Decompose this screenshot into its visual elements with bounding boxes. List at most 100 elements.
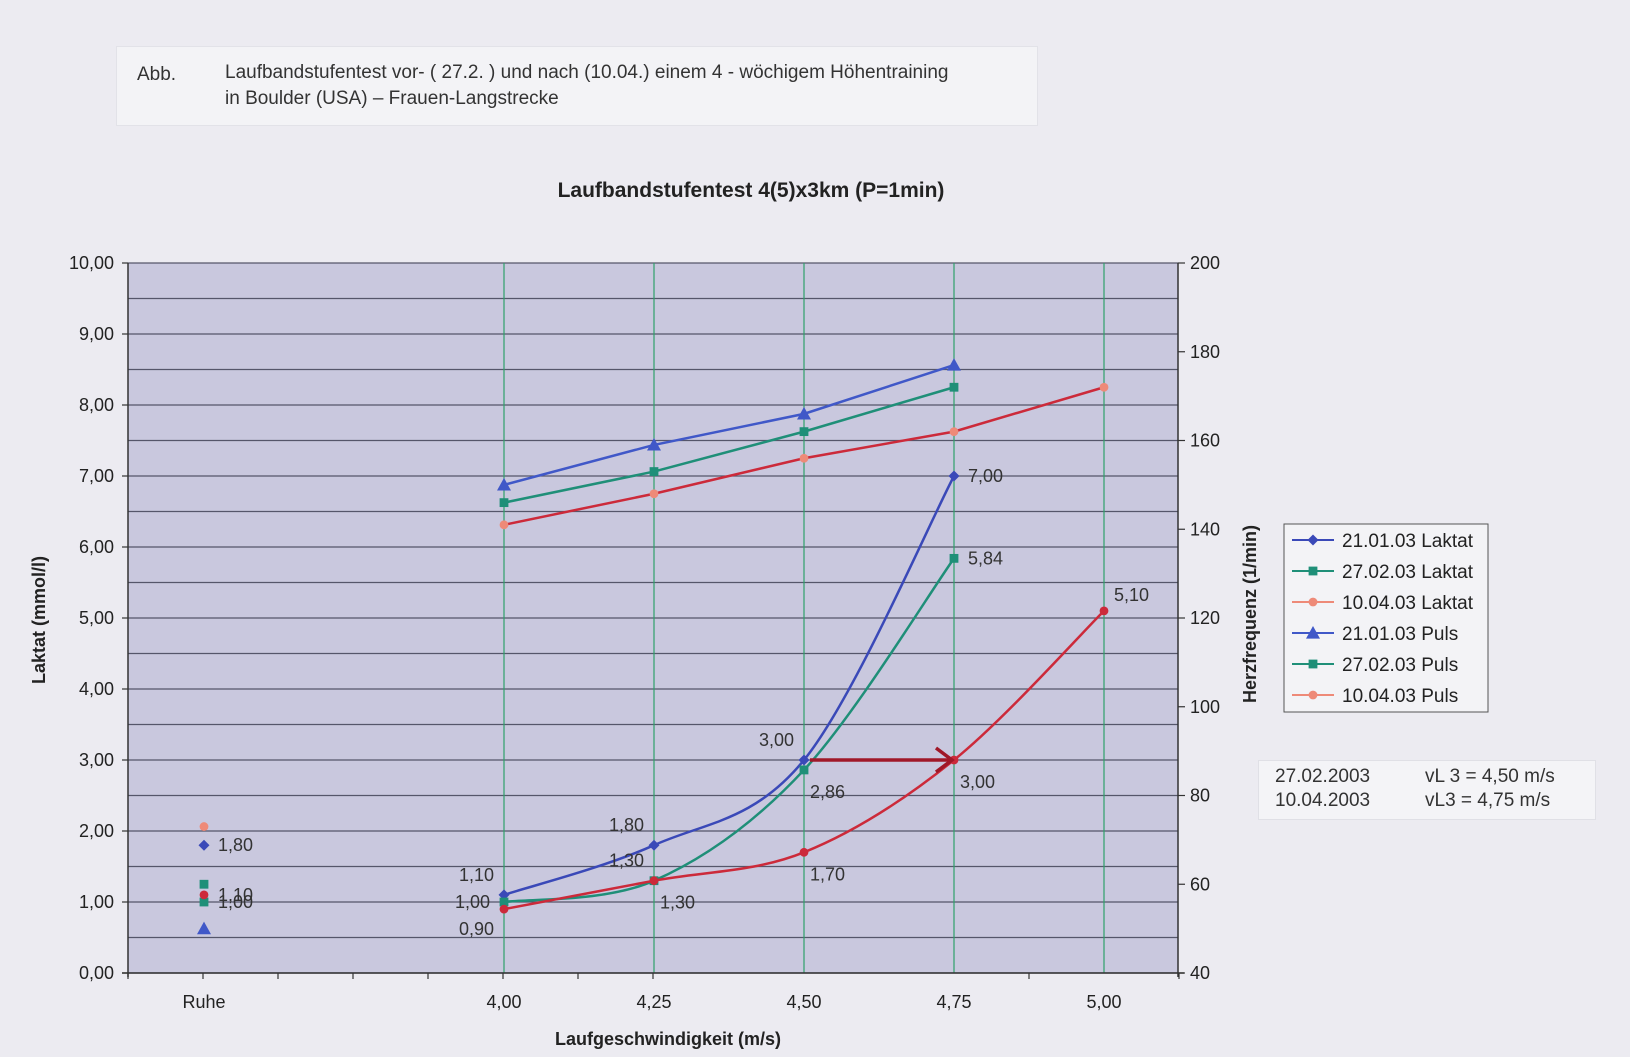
x-tick-label: 4,25 <box>636 992 671 1012</box>
data-point <box>499 904 509 914</box>
data-point <box>647 437 661 451</box>
y2-tick-label: 200 <box>1190 253 1220 273</box>
series-line <box>503 557 956 904</box>
y-tick-label: 0,00 <box>79 963 114 983</box>
y2-tick-label: 180 <box>1190 342 1220 362</box>
chart-title: Laufbandstufentest 4(5)x3km (P=1min) <box>558 179 945 202</box>
info-row: 27.02.2003 vL 3 = 4,50 m/s <box>1275 766 1555 788</box>
y-tick-label: 10,00 <box>69 253 114 273</box>
data-point <box>1099 382 1109 392</box>
y-tick-label: 6,00 <box>79 537 114 557</box>
info-date: 10.04.2003 <box>1275 790 1371 811</box>
legend-swatch-marker <box>1306 626 1320 639</box>
legend-swatch-marker <box>1307 534 1319 546</box>
data-point <box>949 427 959 437</box>
legend: 21.01.03 Laktat 27.02.03 Laktat 10.04.03 L… <box>1283 523 1489 713</box>
data-point <box>797 406 811 420</box>
data-label: 1,10 <box>218 885 253 905</box>
y2-tick-label: 140 <box>1190 519 1220 539</box>
legend-entry: 21.01.03 Laktat <box>1342 531 1474 552</box>
y2-tick-label: 100 <box>1190 697 1220 717</box>
data-point <box>199 822 209 831</box>
series-layer <box>197 358 1109 935</box>
y-tick-label: 9,00 <box>79 324 114 344</box>
y-tick-label: 7,00 <box>79 466 114 486</box>
legend-entry: 21.01.03 Puls <box>1342 624 1458 645</box>
legend-swatch-marker <box>1308 597 1318 607</box>
legend-swatch-marker <box>1308 690 1318 700</box>
legend-box <box>1283 523 1489 713</box>
data-label: 3,00 <box>759 730 794 750</box>
data-point <box>949 382 959 392</box>
series-line <box>503 475 956 897</box>
y2-tick-label: 160 <box>1190 431 1220 451</box>
y-tick-label: 8,00 <box>79 395 114 415</box>
y-tick-label: 4,00 <box>79 679 114 699</box>
data-point <box>799 765 809 775</box>
info-row: 10.04.2003 vL3 = 4,75 m/s <box>1275 790 1550 812</box>
series-line <box>503 363 955 487</box>
data-point <box>648 839 660 851</box>
data-point <box>499 498 509 508</box>
data-label: 1,00 <box>218 892 253 912</box>
data-point <box>199 879 209 889</box>
data-label: 1,70 <box>810 864 845 884</box>
data-label: 7,00 <box>968 466 1003 486</box>
data-label: 1,30 <box>660 893 695 913</box>
data-point <box>199 890 209 900</box>
data-label: 1,30 <box>609 851 644 871</box>
data-label: 2,86 <box>810 782 845 802</box>
y-axis-label: Laktat (mmol/l) <box>29 556 49 684</box>
data-point <box>649 489 659 499</box>
data-point <box>948 470 960 482</box>
y2-tick-label: 120 <box>1190 608 1220 628</box>
arrow-head <box>934 746 955 774</box>
y-tick-label: 5,00 <box>79 608 114 628</box>
data-point <box>1099 606 1109 616</box>
x-tick-label: Ruhe <box>182 992 225 1012</box>
legend-swatch-marker <box>1308 566 1318 576</box>
y-tick-label: 1,00 <box>79 892 114 912</box>
y-tick-label: 3,00 <box>79 750 114 770</box>
threshold-info-box: 27.02.2003 vL 3 = 4,50 m/s 10.04.2003 vL3 … <box>1258 760 1596 820</box>
series-line <box>503 386 955 504</box>
data-point <box>198 839 210 851</box>
data-label: 3,00 <box>960 772 995 792</box>
data-label: 1,80 <box>609 815 644 835</box>
axes <box>122 263 1184 979</box>
caption-line-1: Laufbandstufentest vor- ( 27.2. ) und na… <box>225 62 949 83</box>
data-label: 5,84 <box>968 548 1003 568</box>
series-1 <box>198 470 960 901</box>
data-point <box>199 897 209 907</box>
data-point <box>798 754 810 766</box>
grid <box>128 262 1178 974</box>
x-axis-label: Laufgeschwindigkeit (m/s) <box>555 1029 781 1049</box>
y2-tick-label: 60 <box>1190 874 1210 894</box>
data-label: 5,10 <box>1114 585 1149 605</box>
data-point <box>197 921 211 935</box>
caption-abb: Abb. <box>137 64 177 85</box>
legend-entry: 10.04.03 Puls <box>1342 686 1458 707</box>
caption-box: Abb. Laufbandstufentest vor- ( 27.2. ) u… <box>116 46 1038 126</box>
data-point <box>499 520 509 530</box>
data-point <box>497 477 511 491</box>
info-date: 27.02.2003 <box>1275 766 1371 787</box>
data-label: 0,90 <box>459 919 494 939</box>
legend-swatch-marker <box>1308 659 1318 669</box>
data-point <box>499 897 509 907</box>
tick-labels: 0,00 1,00 2,00 3,00 4,00 5,00 6,00 7,00 8,00 9,00… <box>69 253 1220 1012</box>
info-value: vL 3 = 4,50 m/s <box>1425 766 1555 787</box>
x-tick-label: 5,00 <box>1086 992 1121 1012</box>
data-point <box>649 467 659 476</box>
y2-axis-label: Herzfrequenz (1/min) <box>1240 525 1260 703</box>
data-point <box>649 876 659 886</box>
data-point <box>949 553 959 563</box>
data-label: 1,80 <box>218 835 253 855</box>
series-6 <box>199 382 1109 831</box>
x-tick-label: 4,00 <box>486 992 521 1012</box>
info-value: vL3 = 4,75 m/s <box>1425 790 1551 811</box>
legend-entry: 27.02.03 Laktat <box>1342 562 1474 583</box>
legend-entry: 10.04.03 Laktat <box>1342 593 1474 614</box>
series-4 <box>197 358 961 935</box>
y2-tick-label: 80 <box>1190 786 1210 806</box>
